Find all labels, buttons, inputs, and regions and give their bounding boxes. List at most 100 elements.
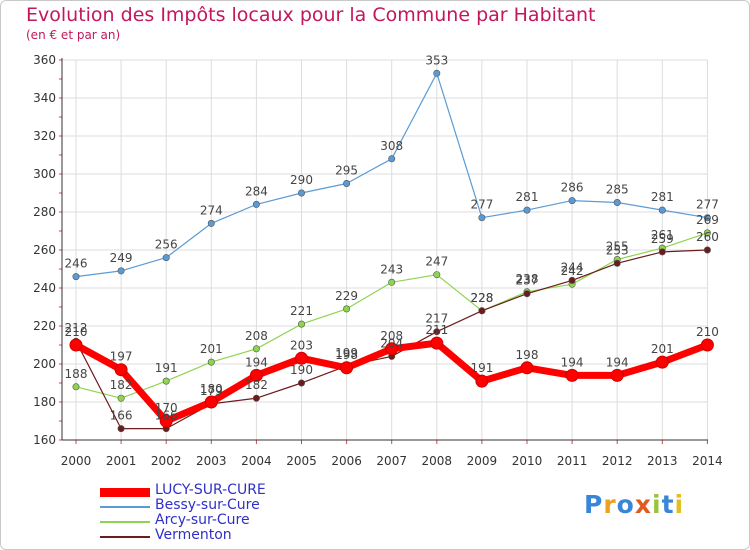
x-tick-label: 2008	[422, 454, 453, 468]
data-label: 255	[606, 240, 629, 254]
data-point	[252, 200, 260, 208]
legend-label: Vermenton	[155, 527, 232, 543]
data-label: 180	[200, 382, 223, 396]
data-label: 198	[516, 348, 539, 362]
data-labels: 246 249 256 274 284 290 295 308 353 277 281 286 285 2…	[65, 53, 719, 422]
series-bessy-sur-cure	[72, 69, 711, 281]
y-tick-label: 300	[33, 167, 56, 181]
legend-label: Arcy-sur-Cure	[155, 512, 250, 528]
logo-letter: P	[584, 490, 604, 519]
legend-label: LUCY-SUR-CURE	[155, 482, 266, 498]
chart-title: Evolution des Impôts locaux pour la Comm…	[26, 4, 596, 26]
proxiti-logo: Proxiti	[584, 490, 684, 519]
data-label: 191	[155, 361, 178, 375]
data-label: 199	[335, 346, 358, 360]
data-label: 197	[110, 350, 133, 364]
logo-letter: i	[674, 490, 685, 519]
data-point	[655, 355, 669, 369]
data-point	[207, 219, 215, 227]
data-label: 166	[110, 409, 133, 423]
data-point	[69, 338, 83, 352]
data-label: 284	[245, 184, 268, 198]
grid	[62, 59, 708, 441]
y-tick-label: 320	[33, 129, 56, 143]
data-label: 182	[245, 378, 268, 392]
data-point	[162, 377, 170, 385]
data-label: 290	[290, 173, 313, 187]
x-tick-label: 2010	[512, 454, 543, 468]
data-label: 210	[696, 325, 719, 339]
data-label: 353	[425, 53, 448, 67]
x-tick-label: 2013	[647, 454, 678, 468]
x-tick-label: 2009	[467, 454, 498, 468]
data-label: 179	[200, 384, 223, 398]
data-point	[478, 307, 486, 315]
data-label: 217	[425, 312, 448, 326]
data-point	[72, 383, 80, 391]
data-label: 261	[651, 228, 674, 242]
x-tick-label: 2006	[331, 454, 362, 468]
data-point	[520, 361, 534, 375]
data-label: 212	[65, 321, 88, 335]
data-point	[703, 229, 711, 237]
legend-swatch	[100, 536, 150, 538]
data-point	[658, 248, 666, 256]
legend-swatch	[100, 506, 150, 508]
data-point	[700, 338, 714, 352]
data-point	[475, 374, 489, 388]
data-label: 242	[561, 264, 584, 278]
data-label: 166	[155, 409, 178, 423]
data-point	[297, 379, 305, 387]
data-label: 277	[696, 198, 719, 212]
data-label: 229	[335, 289, 358, 303]
data-point	[204, 395, 218, 409]
legend-swatch	[100, 521, 150, 523]
y-tick-label: 180	[33, 395, 56, 409]
legend-swatch	[100, 488, 150, 497]
data-label: 249	[110, 251, 133, 265]
data-point	[388, 278, 396, 286]
data-label: 190	[290, 363, 313, 377]
data-point	[703, 214, 711, 222]
data-label: 295	[335, 164, 358, 178]
data-point	[162, 254, 170, 262]
x-tick-label: 2014	[692, 454, 723, 468]
data-point	[252, 345, 260, 353]
data-label: 208	[245, 329, 268, 343]
logo-letter: x	[634, 490, 652, 519]
data-point	[430, 336, 444, 350]
data-point	[297, 320, 305, 328]
data-point	[613, 259, 621, 267]
x-tick-label: 2003	[196, 454, 227, 468]
data-label: 208	[380, 329, 403, 343]
axes: 160 180 200 220 240 260 280 300 320 340 360 2000 200…	[33, 53, 723, 468]
data-point	[343, 180, 351, 188]
y-tick-label: 360	[33, 53, 56, 67]
data-point	[252, 394, 260, 402]
x-tick-label: 2012	[602, 454, 633, 468]
x-tick-label: 2005	[286, 454, 317, 468]
data-point	[297, 189, 305, 197]
y-tick-label: 340	[33, 91, 56, 105]
data-point	[114, 363, 128, 377]
data-point	[658, 206, 666, 214]
x-tick-label: 2002	[151, 454, 182, 468]
data-point	[433, 69, 441, 77]
data-label: 188	[65, 367, 88, 381]
data-label: 269	[696, 213, 719, 227]
x-tick-label: 2001	[106, 454, 137, 468]
data-point	[568, 276, 576, 284]
data-label: 281	[516, 190, 539, 204]
data-point	[340, 361, 354, 375]
y-tick-label: 160	[33, 433, 56, 447]
data-label: 194	[561, 355, 584, 369]
data-label: 308	[380, 139, 403, 153]
data-point	[433, 271, 441, 279]
data-point	[385, 342, 399, 356]
data-label: 286	[561, 181, 584, 195]
data-label: 170	[155, 401, 178, 415]
data-label: 228	[470, 291, 493, 305]
data-label: 246	[65, 257, 88, 271]
